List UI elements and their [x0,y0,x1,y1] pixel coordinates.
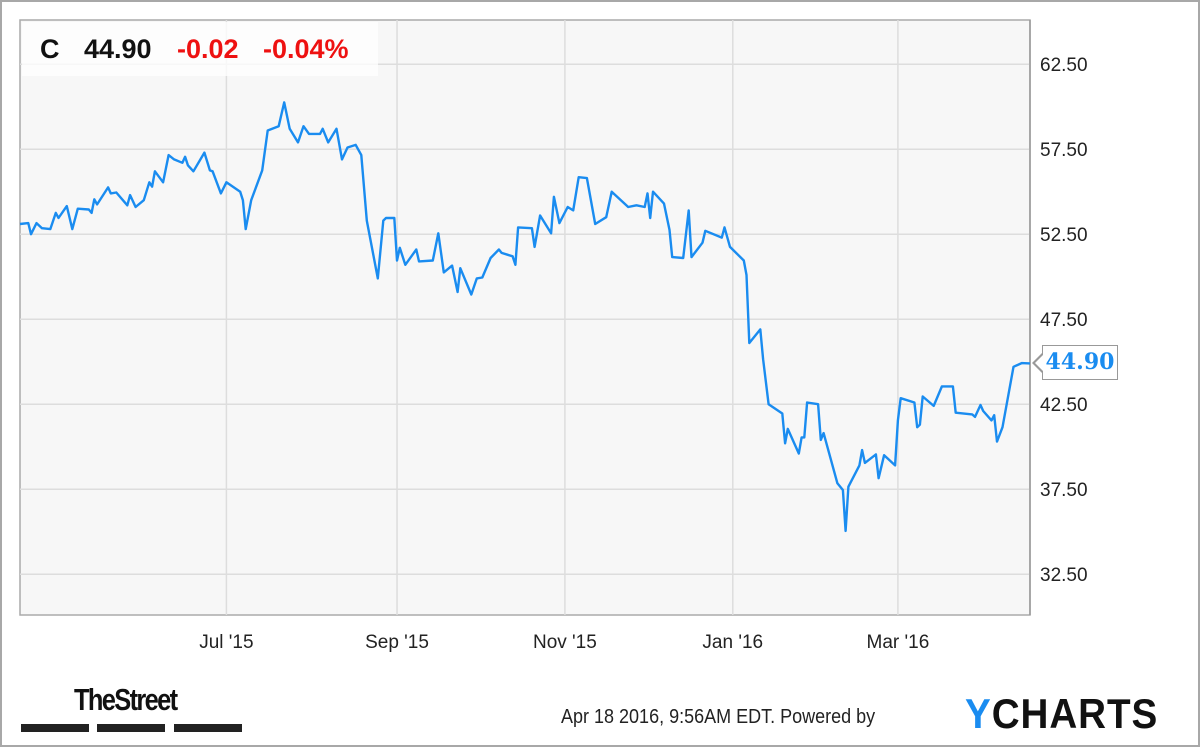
y-tick-label: 47.50 [1040,310,1088,331]
x-tick-label: Jul '15 [199,632,253,653]
price-line [19,101,1031,533]
y-tick-label: 42.50 [1040,395,1088,416]
x-tick-label: Jan '16 [702,632,763,653]
timestamp-text: Apr 18 2016, 9:56AM EDT. Powered by [561,706,876,728]
y-tick-label: 37.50 [1040,480,1088,501]
x-tick-label: Sep '15 [365,632,429,653]
plot-area [19,19,1031,616]
logo-bar [97,724,165,732]
y-tick-label: 62.50 [1040,55,1088,76]
thestreet-logo: TheStreet [74,682,178,717]
logo-bar [174,724,242,732]
quote-price: 44.90 [84,34,152,64]
y-tick-label: 52.50 [1040,225,1088,246]
quote-change: -0.02 [177,34,239,64]
x-tick-label: Mar '16 [867,632,930,653]
logo-bar [21,724,89,732]
ticker-symbol: C [40,34,60,64]
ycharts-logo-y: Y [965,690,992,737]
x-axis: Jul '15 Sep '15 Nov '15 Jan '16 Mar '16 [199,632,929,653]
x-tick-label: Nov '15 [533,632,597,653]
ycharts-logo-rest: CHARTS [991,690,1159,737]
ycharts-logo: YCHARTS [965,690,1158,738]
quote-header: C 44.90 -0.02 -0.04% [22,22,378,76]
gridlines [20,20,1031,615]
y-tick-label: 32.50 [1040,565,1088,586]
price-tag-arrow-fill [1035,354,1044,372]
y-axis: 32.50 37.50 42.50 47.50 52.50 57.50 62.50 [1040,55,1088,586]
last-price-tag: 44.90 [1042,345,1118,380]
y-tick-label: 57.50 [1040,140,1088,161]
quote-change-pct: -0.04% [263,34,349,64]
